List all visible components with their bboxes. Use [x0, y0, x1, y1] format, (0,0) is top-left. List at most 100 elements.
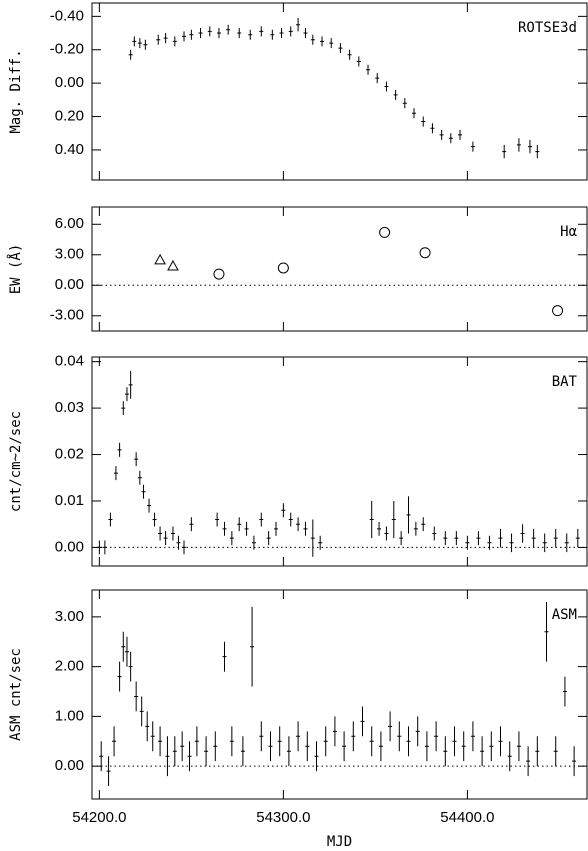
error-point [121, 401, 126, 416]
error-point [406, 496, 411, 534]
error-point [139, 696, 144, 727]
error-point [553, 528, 558, 548]
error-point [412, 108, 417, 119]
error-point [117, 442, 122, 457]
error-point [338, 43, 343, 54]
error-point [562, 676, 567, 707]
error-point [134, 452, 139, 467]
panel-label: ROTSE3d [518, 20, 577, 36]
y-axis-label: Mag. Diff. [8, 49, 24, 133]
error-point [443, 531, 448, 546]
y-tick-label: 0.03 [55, 399, 84, 416]
y-tick-label: -3.00 [50, 307, 84, 324]
error-point [448, 133, 453, 144]
error-point [296, 721, 301, 752]
error-point [251, 535, 256, 550]
y-tick-label: -0.20 [50, 41, 84, 58]
error-point [187, 741, 192, 772]
error-point [189, 29, 194, 40]
y-tick-label: 0.40 [55, 141, 84, 158]
x-tick-label: 54200.0 [72, 809, 126, 826]
x-tick-label: 54400.0 [440, 809, 494, 826]
error-point [102, 540, 107, 555]
error-point [198, 28, 203, 39]
error-point [237, 517, 242, 532]
error-point [535, 144, 540, 159]
error-point [388, 711, 393, 742]
error-point [172, 36, 177, 47]
error-point [286, 736, 291, 767]
error-point [421, 517, 426, 532]
y-tick-label: -0.40 [50, 7, 84, 24]
y-tick-label: 0.01 [55, 492, 84, 509]
x-axis-label: MJD [327, 834, 352, 850]
error-point [351, 721, 356, 752]
circle-point [419, 247, 431, 259]
error-point [134, 681, 139, 712]
error-point [329, 38, 334, 49]
error-point [347, 49, 352, 60]
error-point [268, 731, 273, 762]
error-point [310, 519, 315, 557]
y-tick-label: 0.00 [55, 74, 84, 91]
y-tick-label: 0.20 [55, 108, 84, 125]
error-point [128, 49, 133, 60]
error-point [270, 29, 275, 40]
error-point [288, 26, 293, 37]
error-point [489, 731, 494, 762]
error-point [323, 726, 328, 757]
error-point [182, 540, 187, 555]
error-point [124, 387, 129, 402]
error-point [516, 731, 521, 762]
error-point [356, 56, 361, 67]
error-point [575, 528, 580, 548]
error-point [434, 721, 439, 752]
error-point [310, 34, 315, 45]
error-point [259, 512, 264, 527]
error-point [288, 512, 293, 527]
error-point [141, 484, 146, 499]
error-point [143, 39, 148, 50]
error-point [266, 531, 271, 546]
panel-label: BAT [552, 374, 578, 390]
error-point [432, 526, 437, 541]
plot-frame [91, 356, 588, 567]
error-point [332, 716, 337, 747]
error-point [248, 29, 253, 40]
error-point [137, 470, 142, 485]
error-point [527, 139, 532, 154]
error-point [397, 721, 402, 752]
error-point [222, 641, 227, 672]
error-point [406, 726, 411, 757]
error-point [424, 731, 429, 762]
error-point [229, 531, 234, 546]
error-point [507, 741, 512, 772]
error-point [399, 531, 404, 546]
y-tick-label: 0.00 [55, 276, 84, 293]
error-point [170, 526, 175, 541]
error-point [229, 726, 234, 757]
panel-label: ASM [552, 607, 577, 623]
error-point [516, 138, 521, 152]
error-point [402, 98, 407, 109]
error-point [180, 731, 185, 762]
error-point [377, 521, 382, 536]
error-point [509, 533, 514, 553]
error-point [213, 731, 218, 762]
error-point [314, 741, 319, 772]
error-point [553, 736, 558, 767]
error-point [113, 466, 118, 481]
error-point [296, 517, 301, 532]
error-point [470, 141, 475, 152]
error-point [281, 503, 286, 518]
error-point [112, 726, 117, 757]
error-point [465, 535, 470, 550]
circle-point [379, 226, 391, 238]
error-point [384, 81, 389, 92]
error-point [342, 731, 347, 762]
error-point [443, 736, 448, 767]
error-point [244, 521, 249, 536]
error-point [476, 531, 481, 546]
